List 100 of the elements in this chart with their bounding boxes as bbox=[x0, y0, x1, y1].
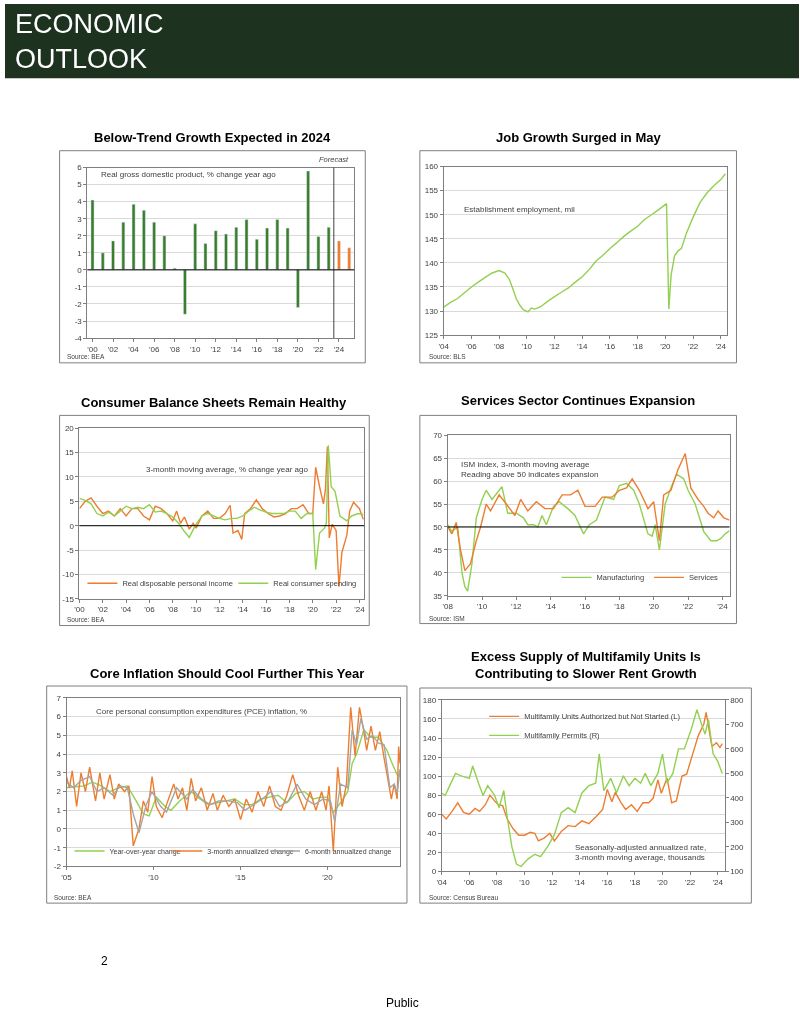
y-tick-label: 6 bbox=[56, 712, 62, 722]
y-tick-label: 7 bbox=[56, 693, 62, 703]
x-tick-label: '18 bbox=[272, 344, 284, 354]
x-tick-label: '18 bbox=[284, 605, 296, 615]
x-tick-label: '08 bbox=[442, 602, 454, 612]
annotation: Establishment employment, mil bbox=[464, 205, 575, 214]
x-tick-label: '20 bbox=[660, 341, 672, 351]
y-tick-label: 0 bbox=[56, 824, 62, 834]
text: Public bbox=[386, 996, 419, 1010]
bar bbox=[131, 203, 136, 271]
y-tick-label: 65 bbox=[433, 453, 443, 463]
y-tick-label: 60 bbox=[433, 476, 443, 486]
y2-tick-label: 100 bbox=[730, 867, 745, 877]
x-tick-label: '14 bbox=[577, 341, 589, 351]
text: 2 bbox=[101, 954, 108, 968]
x-tick-label: '06 bbox=[464, 877, 476, 887]
x-tick-label: '06 bbox=[148, 344, 160, 354]
y-tick-label: 2 bbox=[56, 787, 62, 797]
line-series bbox=[66, 717, 401, 834]
x-tick-label: '10 bbox=[190, 605, 202, 615]
x-tick-label: '10 bbox=[189, 344, 201, 354]
chart-title: Below-Trend Growth Expected in 2024 bbox=[94, 130, 331, 145]
annotation: 3-month moving average, % change year ago bbox=[146, 465, 309, 474]
x-tick-label: '16 bbox=[579, 602, 591, 612]
x-tick-label: '08 bbox=[491, 877, 503, 887]
bar bbox=[265, 227, 269, 271]
bar bbox=[244, 219, 249, 271]
chart-title: Services Sector Continues Expansion bbox=[461, 393, 696, 408]
y2-tick-label: 800 bbox=[730, 695, 745, 705]
y-tick-label: -1 bbox=[74, 282, 83, 292]
bar bbox=[193, 223, 197, 271]
y2-tick-label: 700 bbox=[730, 720, 745, 730]
x-tick-label: '10 bbox=[519, 877, 531, 887]
y-tick-label: -1 bbox=[53, 843, 62, 853]
x-tick-label: '20 bbox=[307, 605, 319, 615]
x-tick-label: '10 bbox=[521, 341, 533, 351]
x-tick-label: '08 bbox=[169, 344, 181, 354]
y-tick-label: 130 bbox=[424, 306, 439, 316]
y-tick-label: 45 bbox=[433, 545, 443, 555]
x-tick-label: '02 bbox=[107, 344, 119, 354]
annotation: ISM index, 3-month moving average Reading above 50 indicates expansion bbox=[461, 460, 599, 480]
x-tick-label: '22 bbox=[330, 605, 342, 615]
y-tick-label: -4 bbox=[74, 333, 83, 343]
y2-tick-label: 600 bbox=[730, 744, 745, 754]
y-tick-label: 0 bbox=[77, 265, 83, 275]
x-tick-label: '20 bbox=[657, 877, 669, 887]
bar bbox=[275, 219, 280, 271]
x-tick-label: '20 bbox=[648, 602, 660, 612]
x-tick-label: '14 bbox=[237, 605, 249, 615]
chart-title: Job Growth Surged in May bbox=[496, 130, 662, 145]
y-tick-label: -3 bbox=[74, 316, 83, 326]
y-tick-label: 1 bbox=[77, 248, 83, 258]
x-tick-label: '10 bbox=[148, 873, 160, 883]
y-tick-label: -2 bbox=[53, 862, 62, 872]
x-tick-label: '22 bbox=[687, 341, 699, 351]
y-tick-label: -10 bbox=[62, 570, 75, 580]
bar bbox=[203, 243, 208, 271]
y-tick-label: 50 bbox=[433, 522, 443, 532]
bar bbox=[162, 235, 167, 271]
y-tick-label: 5 bbox=[69, 497, 75, 507]
x-tick-label: '15 bbox=[235, 873, 247, 883]
bar bbox=[306, 170, 310, 271]
x-tick-label: '00 bbox=[87, 344, 99, 354]
bar bbox=[296, 269, 300, 308]
x-tick-label: '14 bbox=[545, 602, 557, 612]
y-tick-label: 125 bbox=[424, 330, 439, 340]
y-tick-label: 1 bbox=[56, 806, 62, 816]
y-tick-label: 3 bbox=[56, 768, 62, 778]
y-tick-label: 120 bbox=[422, 752, 437, 762]
line-series bbox=[447, 452, 730, 572]
y-tick-label: 10 bbox=[64, 472, 75, 482]
x-tick-label: '10 bbox=[476, 602, 488, 612]
y-tick-label: 5 bbox=[56, 731, 62, 741]
x-tick-label: '04 bbox=[438, 341, 450, 351]
x-tick-label: '12 bbox=[549, 341, 561, 351]
x-tick-label: '04 bbox=[128, 344, 140, 354]
y-tick-label: 20 bbox=[64, 424, 75, 434]
y-tick-label: 150 bbox=[424, 210, 439, 220]
y2-tick-label: 400 bbox=[730, 793, 745, 803]
y-tick-label: 60 bbox=[427, 810, 437, 820]
y-tick-label: 40 bbox=[427, 829, 437, 839]
y-tick-label: 80 bbox=[427, 790, 437, 800]
bar bbox=[285, 227, 290, 271]
y-tick-label: 55 bbox=[433, 499, 443, 509]
x-tick-label: '02 bbox=[97, 605, 109, 615]
y-tick-label: 140 bbox=[424, 258, 439, 268]
y-tick-label: 3 bbox=[77, 214, 83, 224]
x-tick-label: '00 bbox=[74, 605, 86, 615]
line-series bbox=[447, 473, 730, 592]
chart-title: Consumer Balance Sheets Remain Healthy bbox=[81, 395, 347, 410]
x-tick-label: '12 bbox=[214, 605, 226, 615]
bar bbox=[224, 233, 228, 271]
x-tick-label: '22 bbox=[313, 344, 325, 354]
y-tick-label: 15 bbox=[64, 448, 75, 458]
x-tick-label: '14 bbox=[231, 344, 243, 354]
x-tick-label: '16 bbox=[604, 341, 616, 351]
y-tick-label: 135 bbox=[424, 282, 439, 292]
y2-tick-label: 300 bbox=[730, 818, 745, 828]
bar bbox=[111, 240, 115, 271]
y-tick-label: -2 bbox=[74, 299, 83, 309]
